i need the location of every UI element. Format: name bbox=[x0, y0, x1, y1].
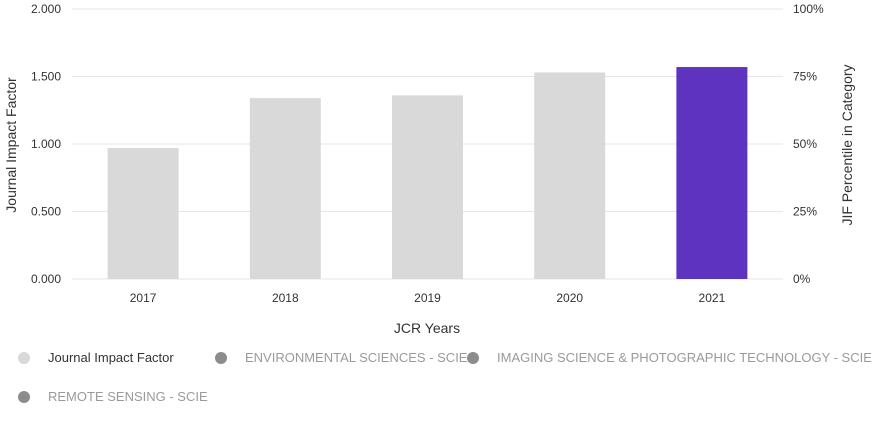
legend-item-remote-sensing[interactable]: REMOTE SENSING - SCIE bbox=[18, 389, 208, 404]
y2-tick-label: 100% bbox=[793, 2, 824, 16]
legend-item-jif[interactable]: Journal Impact Factor bbox=[18, 350, 174, 365]
y-tick-label: 2.000 bbox=[31, 2, 61, 16]
legend-item-environmental-sciences[interactable]: ENVIRONMENTAL SCIENCES - SCIE bbox=[215, 350, 467, 365]
x-tick-label: 2019 bbox=[414, 291, 441, 305]
legend-label: IMAGING SCIENCE & PHOTOGRAPHIC TECHNOLOG… bbox=[497, 350, 872, 365]
y-tick-label: 1.000 bbox=[31, 137, 61, 151]
legend-label: ENVIRONMENTAL SCIENCES - SCIE bbox=[245, 350, 468, 365]
legend-dot-icon bbox=[467, 351, 479, 364]
x-axis-ticks: 2017 2018 2019 2020 2021 bbox=[130, 291, 726, 305]
bars bbox=[107, 67, 748, 280]
bar-2020[interactable] bbox=[534, 72, 606, 279]
x-tick-label: 2017 bbox=[130, 291, 157, 305]
x-tick-label: 2018 bbox=[272, 291, 299, 305]
y-tick-label: 0.000 bbox=[31, 272, 61, 286]
legend-dot-icon bbox=[18, 390, 30, 403]
legend-item-imaging-science[interactable]: IMAGING SCIENCE & PHOTOGRAPHIC TECHNOLOG… bbox=[467, 350, 872, 365]
bar-2018[interactable] bbox=[249, 98, 321, 279]
x-axis-title: JCR Years bbox=[394, 320, 460, 336]
legend-dot-icon bbox=[18, 351, 30, 364]
y-axis-title: Journal Impact Factor bbox=[3, 77, 19, 213]
y-tick-label: 0.500 bbox=[31, 205, 61, 219]
x-tick-label: 2021 bbox=[699, 291, 726, 305]
chart-area: 0.000 0.500 1.000 1.500 2.000 0% 25% 50% 75% 100… bbox=[3, 2, 855, 336]
y2-tick-label: 50% bbox=[793, 137, 817, 151]
y2-axis-title: JIF Percentile in Category bbox=[839, 64, 855, 225]
y2-axis-ticks: 0% 25% 50% 75% 100% bbox=[793, 2, 824, 286]
y-axis-ticks: 0.000 0.500 1.000 1.500 2.000 bbox=[31, 2, 61, 286]
legend-dot-icon bbox=[215, 351, 227, 364]
legend-label: REMOTE SENSING - SCIE bbox=[48, 389, 208, 404]
bar-2017[interactable] bbox=[107, 148, 179, 279]
y-tick-label: 1.500 bbox=[31, 70, 61, 84]
x-tick-label: 2020 bbox=[556, 291, 583, 305]
bar-2021[interactable] bbox=[676, 67, 748, 279]
y2-tick-label: 0% bbox=[793, 272, 811, 286]
legend-label: Journal Impact Factor bbox=[48, 350, 174, 365]
y2-tick-label: 75% bbox=[793, 70, 817, 84]
y2-tick-label: 25% bbox=[793, 205, 817, 219]
bar-2019[interactable] bbox=[392, 95, 463, 280]
